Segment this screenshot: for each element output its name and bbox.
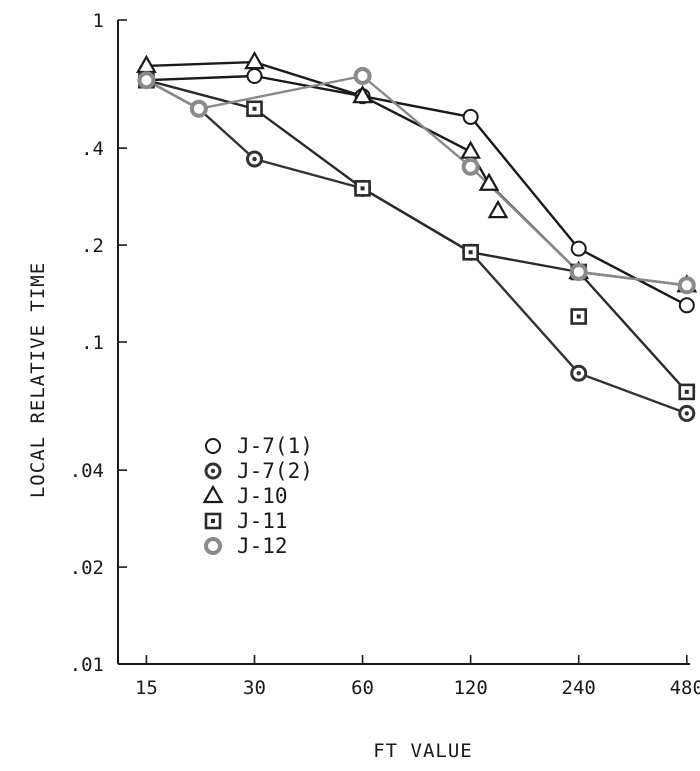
data-point-J-12 (569, 262, 588, 281)
marker-dot (684, 389, 689, 394)
marker-shape (189, 99, 208, 118)
marker-dot (252, 106, 257, 111)
marker-shape (205, 438, 221, 454)
marker-shape (461, 157, 480, 176)
data-point-J-7(1) (246, 68, 263, 85)
marker-dot (211, 519, 215, 523)
legend-marker (204, 537, 222, 555)
legend-item: J-7(1) (205, 434, 313, 458)
data-point-J-7(2) (570, 364, 588, 382)
data-point-J-12 (189, 99, 208, 118)
marker-dot (252, 156, 257, 162)
y-axis-ticks: .01 .02 .04 .1 .2 .4 1 (70, 10, 127, 676)
marker-shape (569, 262, 588, 281)
legend-label: J-12 (237, 534, 288, 558)
isolated-point-J-11 (570, 308, 588, 325)
series-line-J-7(1) (146, 74, 688, 307)
data-point-J-10 (460, 140, 482, 159)
data-point-J-12 (461, 157, 480, 176)
marker-shape (202, 484, 224, 504)
isolated-point-J-10 (487, 199, 509, 219)
legend-marker (205, 438, 221, 454)
marker-shape (460, 140, 482, 159)
marker-dot (360, 186, 365, 191)
marker-dot (576, 371, 581, 376)
x-tick-label: 240 (562, 677, 596, 699)
legend-marker (202, 484, 224, 504)
y-tick-label: .1 (81, 332, 104, 354)
legend-item: J-12 (204, 534, 288, 558)
y-tick-label: .04 (70, 460, 104, 482)
x-axis-title: FT VALUE (373, 740, 473, 762)
legend-marker (204, 462, 222, 480)
y-tick-label: 1 (93, 10, 104, 32)
legend-label: J-10 (237, 484, 288, 508)
data-point-J-11 (462, 243, 479, 261)
x-tick-label: 120 (453, 677, 487, 699)
marker-shape (677, 276, 696, 295)
legend-item: J-11 (204, 509, 288, 533)
series-markers (136, 50, 698, 422)
legend-label: J-7(2) (237, 459, 313, 483)
marker-shape (136, 54, 157, 74)
marker-shape (478, 172, 500, 191)
data-point-J-12 (353, 67, 372, 86)
x-tick-label: 30 (243, 677, 266, 699)
x-axis-ticks: 15 30 60 120 240 480 (135, 655, 700, 699)
data-point-J-10 (244, 50, 265, 70)
marker-shape (462, 108, 479, 125)
data-point-J-12 (137, 71, 156, 90)
marker-shape (204, 537, 222, 555)
data-point-J-10 (478, 172, 500, 191)
legend-label: J-7(1) (237, 434, 313, 458)
y-tick-label: .2 (81, 235, 104, 257)
legend-label: J-11 (237, 509, 288, 533)
marker-shape (352, 84, 373, 104)
x-tick-label: 60 (351, 677, 374, 699)
marker-shape (137, 71, 156, 90)
y-tick-label: .01 (70, 654, 104, 676)
y-axis-title: LOCAL RELATIVE TIME (27, 262, 49, 498)
data-point-J-7(2) (678, 404, 696, 422)
marker-dot (684, 411, 689, 416)
data-point-J-10 (352, 84, 373, 104)
series-line-J-11 (146, 79, 688, 393)
series-lines (145, 60, 688, 415)
marker-shape (487, 199, 509, 219)
series-line-J-12 (145, 74, 687, 287)
marker-shape (570, 240, 587, 257)
y-tick-label: .02 (70, 557, 104, 579)
marker-shape (246, 68, 263, 85)
data-point-J-7(2) (245, 150, 263, 168)
data-point-J-11 (678, 383, 696, 401)
data-point-J-12 (677, 276, 696, 295)
marker-dot (468, 250, 473, 255)
marker-shape (353, 67, 372, 86)
data-point-J-7(1) (678, 297, 695, 314)
series-line-J-10 (146, 60, 687, 287)
legend-item: J-7(2) (204, 459, 313, 483)
marker-shape (244, 50, 265, 70)
data-point-J-11 (354, 180, 371, 197)
data-point-J-11 (246, 100, 263, 118)
legend: J-7(1)J-7(2)J-10J-11J-12 (202, 434, 313, 558)
marker-shape (678, 297, 695, 314)
marker-dot (576, 314, 581, 319)
legend-marker (204, 512, 222, 530)
data-point-J-7(1) (462, 108, 479, 125)
series-line-J-7(2) (145, 79, 688, 415)
x-tick-label: 15 (135, 677, 158, 699)
marker-dot (210, 468, 216, 474)
x-tick-label: 480 (670, 677, 700, 699)
data-point-J-10 (136, 54, 157, 74)
legend-item: J-10 (202, 484, 288, 508)
data-point-J-7(1) (570, 240, 587, 257)
y-tick-label: .4 (81, 138, 104, 160)
